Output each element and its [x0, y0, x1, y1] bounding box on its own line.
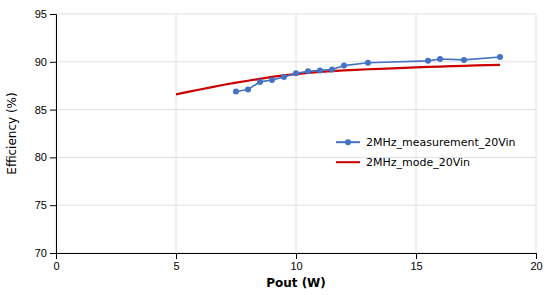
plot: 0 5 10 15 20 70 75 80 85 90 95 Pout (W) Efficiency (…: [5, 8, 543, 290]
legend-label: 2MHz_measurement_20Vin: [366, 136, 516, 149]
grid-line: [176, 14, 177, 253]
point: [425, 58, 431, 64]
point: [329, 66, 335, 72]
point: [233, 88, 239, 94]
tick-mark: [536, 253, 537, 259]
tick-label: 15: [410, 260, 422, 272]
grid-line: [416, 14, 417, 253]
tick-mark: [416, 253, 417, 259]
tick: 75: [35, 199, 56, 211]
tick: 5: [173, 253, 179, 272]
point: [341, 63, 347, 69]
series-group: [176, 54, 503, 94]
tick-label: 5: [173, 260, 179, 272]
tick: 20: [530, 253, 542, 272]
tick: 15: [410, 253, 422, 272]
y-axis-title: Efficiency (%): [5, 92, 19, 174]
tick-label: 90: [35, 56, 47, 68]
point: [257, 79, 263, 85]
tick-label: 95: [35, 8, 47, 20]
legend-item: 2MHz_measurement_20Vin: [336, 136, 516, 149]
grid-line: [56, 14, 536, 15]
legend: 2MHz_measurement_20Vin 2MHz_mode_20Vin: [336, 136, 516, 169]
tick-mark: [50, 14, 56, 15]
tick-label: 75: [35, 199, 47, 211]
tick-label: 20: [530, 260, 542, 272]
y-axis: 70 75 80 85 90 95: [35, 8, 57, 259]
point: [317, 67, 323, 73]
tick-mark: [50, 205, 56, 206]
tick-mark: [296, 253, 297, 259]
tick-label: 80: [35, 151, 47, 163]
tick: 0: [53, 253, 59, 272]
legend-swatch: [336, 161, 360, 163]
legend-item: 2MHz_mode_20Vin: [336, 156, 470, 169]
tick-mark: [50, 253, 56, 254]
point: [365, 60, 371, 66]
tick-mark: [50, 157, 56, 158]
grid-line: [536, 14, 537, 253]
tick-label: 0: [53, 260, 59, 272]
tick-mark: [50, 110, 56, 111]
point: [281, 74, 287, 80]
grid: [56, 14, 536, 253]
axis-line: [57, 254, 537, 260]
point: [305, 68, 311, 74]
tick: 70: [35, 247, 56, 259]
tick: 80: [35, 151, 56, 163]
point: [497, 54, 503, 60]
tick-mark: [50, 62, 56, 63]
x-axis: 0 5 10 15 20: [53, 253, 542, 272]
grid-line: [56, 109, 536, 110]
grid-line: [56, 205, 536, 206]
tick-label: 10: [290, 260, 302, 272]
point: [461, 57, 467, 63]
tick-mark: [176, 253, 177, 259]
tick-label: 85: [35, 104, 47, 116]
series-line: [236, 57, 500, 91]
tick: 90: [35, 56, 56, 68]
point: [269, 77, 275, 83]
chart: 0 5 10 15 20 70 75 80 85 90 95 Pout (W) Efficiency (…: [0, 0, 554, 295]
point: [293, 70, 299, 76]
x-axis-title: Pout (W): [266, 276, 326, 290]
tick: 85: [35, 104, 56, 116]
point: [437, 56, 443, 62]
tick-label: 70: [35, 247, 47, 259]
legend-label: 2MHz_mode_20Vin: [366, 156, 470, 169]
tick: 95: [35, 8, 56, 20]
point: [245, 87, 251, 93]
tick: 10: [290, 253, 302, 272]
legend-marker: [345, 139, 351, 145]
series-line: [176, 65, 500, 94]
axis-line: [50, 15, 57, 254]
grid-line: [296, 14, 297, 253]
